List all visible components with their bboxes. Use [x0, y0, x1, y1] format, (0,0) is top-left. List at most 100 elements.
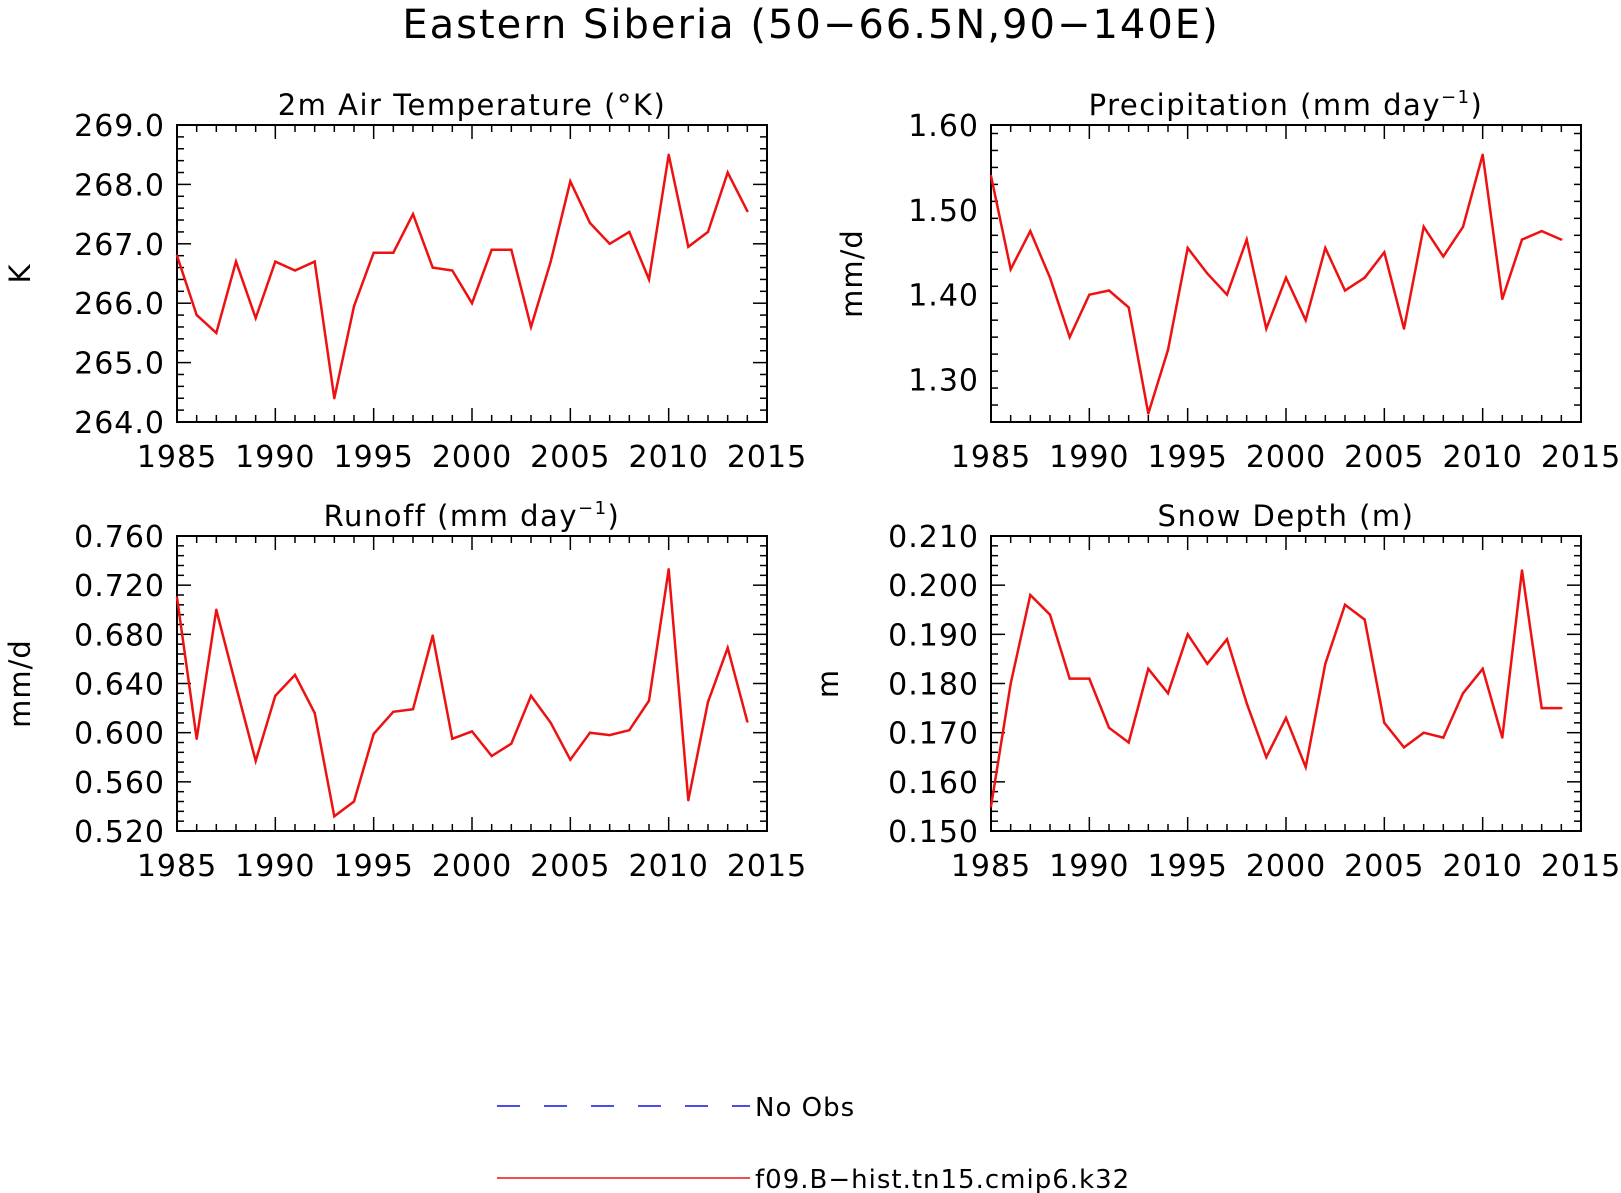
data-point: [1186, 246, 1189, 250]
data-point: [1127, 306, 1130, 309]
data-point: [1048, 276, 1052, 279]
data-point: [352, 304, 356, 308]
series-line: [989, 570, 1562, 807]
y-tick-label: 1.60: [908, 109, 979, 144]
x-tick-label: 1995: [333, 440, 413, 475]
data-point: [1402, 327, 1406, 330]
x-tick-label: 2000: [432, 849, 512, 884]
y-tick-label: 269.0: [74, 109, 165, 144]
data-point: [628, 230, 631, 234]
data-point: [392, 710, 395, 713]
data-point: [1481, 153, 1484, 156]
y-tick-label: 0.520: [74, 815, 165, 850]
data-point: [254, 759, 257, 763]
legend-label-model: f09.B−hist.tn15.cmip6.k32: [755, 1165, 1130, 1193]
y-tick-label: 0.160: [888, 766, 979, 801]
y-tick-label: 0.180: [888, 668, 979, 703]
data-point: [1088, 293, 1091, 296]
data-point: [215, 608, 218, 611]
panel-title-part: ): [608, 499, 621, 533]
data-point: [549, 260, 552, 263]
data-point: [333, 397, 336, 400]
data-point: [1540, 706, 1543, 710]
data-point: [411, 708, 415, 711]
series-line: [175, 154, 749, 399]
data-point: [647, 278, 651, 281]
x-tick-label: 2005: [530, 849, 610, 884]
data-point: [706, 230, 710, 234]
data-point: [569, 180, 572, 183]
data-point: [510, 742, 513, 745]
data-point: [490, 754, 493, 758]
y-tick-label: 0.760: [74, 520, 165, 555]
y-tick-label: 0.210: [888, 520, 979, 555]
data-point: [1245, 701, 1248, 705]
data-point: [313, 260, 316, 263]
y-tick-label: 1.30: [908, 364, 979, 399]
data-point: [1206, 272, 1209, 275]
x-tick-label: 1990: [235, 849, 315, 884]
figure-title: Eastern Siberia (50−66.5N,90−140E): [402, 2, 1219, 48]
y-tick-label: 264.0: [74, 406, 165, 441]
data-point: [1461, 225, 1465, 229]
data-point: [989, 805, 993, 808]
data-point: [215, 331, 218, 335]
data-point: [1343, 603, 1347, 607]
data-point: [1520, 569, 1524, 572]
y-axis-label: mm/d: [3, 639, 37, 728]
data-point: [195, 737, 198, 741]
data-point: [510, 248, 513, 251]
data-point: [1068, 335, 1071, 339]
y-axis-label: K: [3, 263, 37, 283]
data-point: [1422, 225, 1425, 229]
data-point: [1225, 293, 1229, 296]
data-point: [274, 260, 277, 263]
x-tick-label: 1985: [951, 849, 1031, 884]
y-axis-label: m: [811, 669, 845, 698]
data-point: [1107, 726, 1111, 729]
data-point: [647, 699, 651, 702]
data-point: [1206, 662, 1209, 666]
x-tick-label: 1990: [235, 440, 315, 475]
x-tick-label: 1990: [1049, 440, 1129, 475]
data-point: [687, 799, 690, 802]
x-tick-label: 1985: [137, 440, 217, 475]
plot-frame: [176, 124, 768, 423]
x-tick-label: 2005: [1344, 440, 1424, 475]
panel-title-part: −1: [1441, 87, 1471, 108]
data-point: [608, 733, 611, 737]
x-tick-label: 1995: [1147, 849, 1227, 884]
x-tick-label: 2000: [1246, 849, 1326, 884]
data-point: [313, 711, 316, 715]
data-point: [451, 737, 454, 741]
data-point: [1520, 238, 1524, 241]
y-tick-label: 0.170: [888, 717, 979, 752]
data-point: [1029, 229, 1032, 233]
data-point: [1343, 289, 1347, 292]
y-tick-label: 0.190: [888, 618, 979, 653]
data-point: [1304, 765, 1307, 769]
series-line: [989, 154, 1562, 414]
y-tick-label: 0.600: [74, 717, 165, 752]
data-point: [1147, 412, 1150, 415]
data-point: [1029, 593, 1032, 597]
data-point: [687, 245, 690, 248]
data-point: [1265, 327, 1268, 330]
x-tick-label: 2005: [530, 440, 610, 475]
data-point: [1166, 692, 1170, 695]
data-point: [1324, 662, 1327, 666]
data-point: [1284, 276, 1288, 279]
panel-title-part: Snow Depth (m): [1158, 499, 1415, 533]
y-tick-label: 267.0: [74, 228, 165, 263]
data-point: [1501, 736, 1504, 739]
panel-runoff: Runoff (mm day−1) mm/d 1985 1990 1995 2000 200…: [3, 498, 806, 884]
data-point: [1442, 255, 1445, 258]
y-tick-label: 0.640: [74, 668, 165, 703]
data-point: [667, 153, 670, 156]
data-point: [1068, 677, 1071, 680]
x-tick-label: 2010: [1442, 440, 1522, 475]
data-point: [175, 254, 179, 257]
plot-frame: [990, 124, 1582, 423]
data-point: [293, 269, 297, 272]
